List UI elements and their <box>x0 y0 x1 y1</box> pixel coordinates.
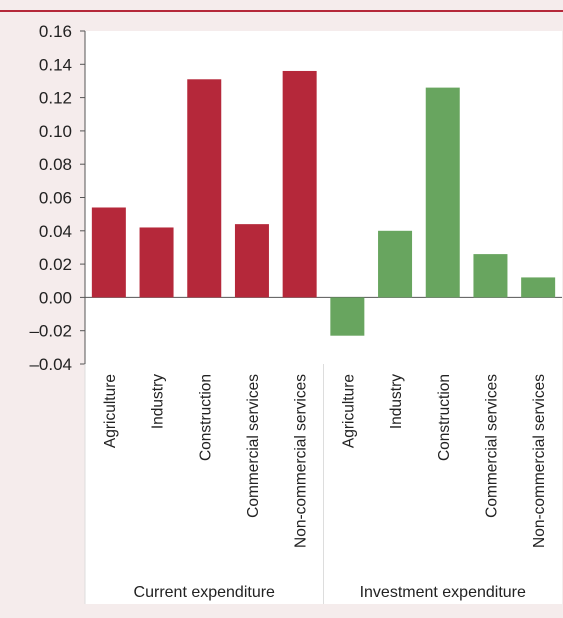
y-tick-label: –0.04 <box>29 355 72 374</box>
group-label-investment: Investment expenditure <box>360 584 526 601</box>
category-label: Construction <box>197 374 214 461</box>
category-label: Construction <box>436 374 453 461</box>
category-label: Non-commercial services <box>293 374 310 548</box>
top-rule <box>0 10 563 12</box>
y-tick-label: 0.06 <box>39 189 72 208</box>
category-label: Non-commercial services <box>531 374 548 548</box>
x-labels: Agriculture Industry Construction Commercia… <box>84 364 548 604</box>
bar-current-2 <box>187 79 222 298</box>
y-tick-label: 0.00 <box>39 288 72 307</box>
bar-current-4 <box>282 70 317 298</box>
bar-current-1 <box>139 227 174 298</box>
category-label: Agriculture <box>340 374 357 448</box>
bar-investment-0 <box>330 297 365 336</box>
y-tick-label: 0.04 <box>39 222 72 241</box>
bar-investment-1 <box>378 230 413 298</box>
y-tick-label: 0.16 <box>39 22 72 41</box>
y-tick-label: –0.02 <box>29 322 72 341</box>
bar-investment-3 <box>473 254 508 298</box>
y-tick-label: 0.12 <box>39 89 72 108</box>
bars <box>85 70 562 336</box>
bar-current-3 <box>234 224 269 298</box>
y-tick-label: 0.02 <box>39 255 72 274</box>
y-tick-label: 0.10 <box>39 122 72 141</box>
bar-current-0 <box>91 207 126 298</box>
category-label: Industry <box>388 374 405 429</box>
category-label: Commercial services <box>245 374 262 518</box>
category-label: Commercial services <box>483 374 500 518</box>
bar-investment-2 <box>425 87 460 298</box>
category-label: Agriculture <box>102 374 119 448</box>
y-tick-label: 0.14 <box>39 55 72 74</box>
y-axis: 0.16 0.14 0.12 0.10 0.08 0.06 0.04 0.02 0.00 –0.0… <box>29 22 86 374</box>
group-label-current: Current expenditure <box>134 584 276 601</box>
category-label: Industry <box>150 374 167 429</box>
y-tick-label: 0.08 <box>39 155 72 174</box>
bar-investment-4 <box>521 277 556 298</box>
